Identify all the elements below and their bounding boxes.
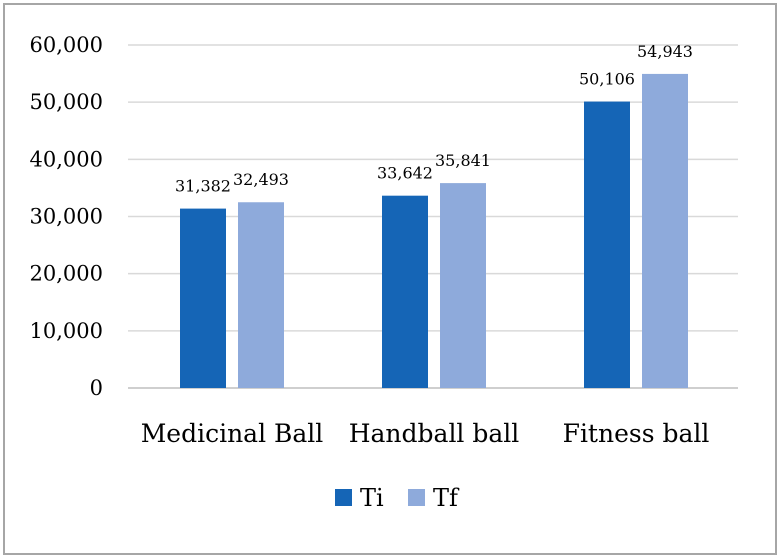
x-category-label: Handball ball: [349, 419, 520, 448]
legend-label-tf: Tf: [433, 484, 460, 512]
bar-ti-3: [584, 101, 630, 388]
bar-tf-1: [238, 202, 284, 388]
legend-label-ti: Ti: [360, 484, 384, 512]
y-tick-label: 30,000: [30, 205, 103, 229]
y-tick-label: 60,000: [30, 33, 103, 57]
x-category-label: Medicinal Ball: [141, 419, 324, 448]
legend-swatch-ti: [335, 489, 352, 506]
data-label: 54,943: [637, 42, 693, 61]
y-tick-label: 10,000: [30, 319, 103, 343]
data-label: 33,642: [377, 164, 433, 183]
y-tick-label: 40,000: [30, 147, 103, 171]
bar-ti-2: [382, 195, 428, 388]
data-label: 50,106: [579, 70, 635, 89]
x-category-label: Fitness ball: [563, 419, 710, 448]
legend-swatch-tf: [408, 489, 425, 506]
bar-ti-1: [180, 208, 226, 388]
bar-tf-2: [440, 183, 486, 388]
data-label: 31,382: [175, 177, 231, 196]
data-label: 32,493: [233, 170, 289, 189]
data-label: 35,841: [435, 151, 491, 170]
y-tick-label: 20,000: [30, 262, 103, 286]
y-tick-label: 50,000: [30, 90, 103, 114]
bar-tf-3: [642, 73, 688, 388]
y-tick-label: 0: [90, 376, 103, 400]
